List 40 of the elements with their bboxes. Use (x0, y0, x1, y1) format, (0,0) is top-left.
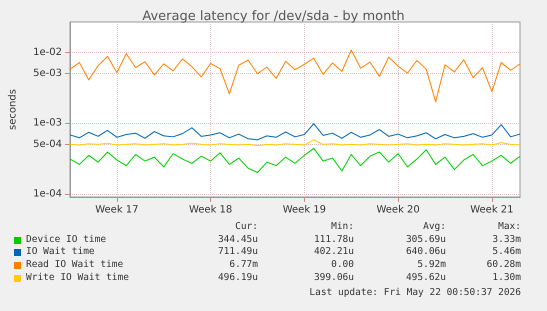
line-series (70, 123, 520, 140)
text: 495.62u (406, 272, 446, 283)
y-tick-label: 1e-02 (33, 46, 62, 58)
x-tick-label: Week 21 (470, 204, 514, 216)
text: 496.19u (218, 272, 258, 283)
text: Min: (331, 221, 354, 232)
text: 0.00 (331, 259, 354, 270)
text: 60.28m (486, 259, 521, 270)
legend-label: Device IO time (26, 234, 106, 245)
text: 5.46m (492, 246, 521, 258)
x-tick-label: Week 19 (282, 204, 326, 216)
y-axis-title: seconds (8, 89, 18, 130)
y-tick-label: 1e-03 (33, 118, 62, 129)
text: 3.33m (492, 234, 521, 245)
text: 399.06u (314, 272, 354, 283)
y-tick-label: 5e-04 (33, 138, 62, 150)
y-tick-label: 5e-03 (33, 68, 62, 80)
x-tick-label: Week 18 (188, 204, 232, 216)
text: Avg: (423, 221, 446, 232)
line-series (70, 148, 520, 173)
chart-title: Average latency for /dev/sda - by month (142, 9, 405, 24)
text: 1.30m (492, 272, 521, 283)
legend-label: Read IO Wait time (26, 259, 124, 270)
text: 305.69u (406, 234, 446, 245)
text: Cur: (235, 221, 258, 232)
line-series (70, 50, 520, 102)
legend-label: Write IO Wait time (26, 272, 129, 283)
text: Last update: Fri May 22 00:50:37 2026 (309, 286, 521, 298)
x-tick-label: Week 20 (376, 204, 420, 216)
text: 344.45u (218, 234, 258, 245)
y-tick-label: 1e-04 (33, 188, 62, 200)
text: 111.78u (314, 234, 354, 245)
legend-label: IO Wait time (26, 246, 95, 258)
text: 711.49u (218, 246, 258, 258)
x-tick-label: Week 17 (95, 204, 139, 216)
text: 402.21u (314, 246, 354, 258)
text: 5.92m (417, 259, 446, 270)
text: 6.77m (229, 259, 258, 270)
text: 640.06u (406, 246, 446, 258)
text: Max: (498, 221, 521, 232)
